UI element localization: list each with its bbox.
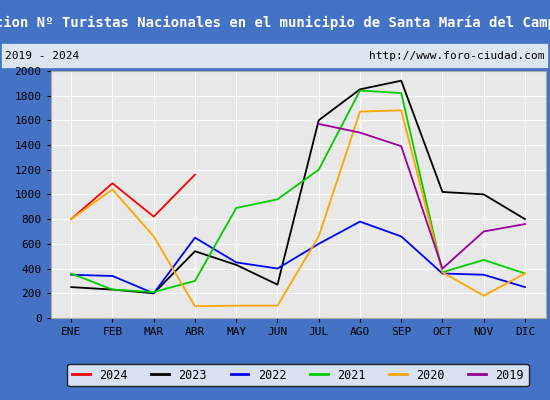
- Text: 2019 - 2024: 2019 - 2024: [6, 51, 80, 61]
- Legend: 2024, 2023, 2022, 2021, 2020, 2019: 2024, 2023, 2022, 2021, 2020, 2019: [68, 364, 529, 386]
- Text: Evolucion Nº Turistas Nacionales en el municipio de Santa María del Campo Rus: Evolucion Nº Turistas Nacionales en el m…: [0, 16, 550, 30]
- Text: http://www.foro-ciudad.com: http://www.foro-ciudad.com: [369, 51, 544, 61]
